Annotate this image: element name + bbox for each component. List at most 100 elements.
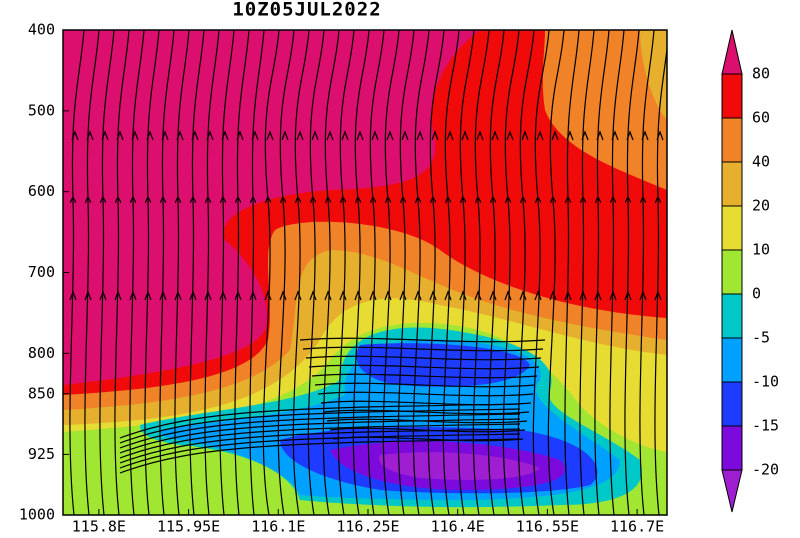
streamline [594,30,610,515]
streamline-arrow [369,290,377,301]
colorbar-label: 10 [752,241,770,259]
colorbar-label: 20 [752,197,770,215]
streamline-arrow [221,130,229,141]
streamline-arrow [326,130,334,141]
streamline-arrow [579,290,587,301]
streamline-arrow [176,130,184,141]
streamline [119,408,521,444]
streamline [99,30,115,515]
streamline [317,391,534,397]
streamline-arrow [624,290,632,301]
streamline-arrow [204,290,212,301]
streamline-arrow [534,290,542,301]
x-tick-label: 116.7E [610,518,664,536]
colorbar-label: 80 [752,65,770,83]
streamline-arrow [581,130,589,141]
streamline [311,373,538,379]
streamline [564,30,580,515]
streamline-arrow [506,130,514,141]
streamline [308,364,540,370]
colorbar-box [721,381,743,427]
streamline [119,418,521,454]
streamlines [69,30,667,515]
colorbar-triangle [721,469,743,513]
streamline-arrow [354,290,362,301]
streamline-arrow [446,130,454,141]
streamline [119,423,521,459]
streamline-arrow [281,130,289,141]
streamline-arrow [144,290,152,301]
streamline-arrow [551,130,559,141]
streamline [144,30,160,515]
streamline-arrow [611,130,619,141]
colorbar-label: 60 [752,109,770,127]
colorbar-box [721,73,743,119]
streamline-arrow [536,130,544,141]
streamline-arrow [641,130,649,141]
streamline [314,382,536,388]
colorbar-label: -10 [752,373,779,391]
contour-field [63,30,667,515]
colorbar-label: -20 [752,461,779,479]
y-tick-label: 800 [28,344,55,362]
streamline [292,30,310,515]
streamline-arrow [311,130,319,141]
streamline-arrow [399,290,407,301]
streamline-arrow [99,290,107,301]
colorbar-triangle [721,29,743,75]
streamline [532,30,550,515]
streamline [305,355,542,361]
streamline-arrow [219,290,227,301]
streamline [119,403,521,439]
streamline-arrow [401,130,409,141]
streamline-arrow [429,290,437,301]
y-tick-label: 700 [28,263,55,281]
streamline-arrow [84,290,92,301]
streamline [382,30,400,515]
streamline-arrow [324,290,332,301]
streamline-arrow [461,130,469,141]
streamline [119,433,521,469]
colorbar-box [721,117,743,163]
streamline [547,30,565,515]
colorbar-label: 0 [752,285,761,303]
streamline-arrow [129,290,137,301]
streamline-arrow [431,130,439,141]
x-tick-label: 116.55E [516,518,579,536]
streamline-arrow [174,290,182,301]
colorbar-box [721,205,743,251]
colorbar-box [721,161,743,207]
streamline-arrow [384,290,392,301]
streamline [299,337,546,343]
streamline-arrow [474,290,482,301]
streamline [654,44,667,515]
y-tick-label: 925 [28,445,55,463]
streamline [119,438,521,474]
streamline [302,346,544,352]
streamline [129,30,145,515]
streamline [307,30,325,515]
colorbar-box [721,425,743,471]
streamline-arrow [159,290,167,301]
colorbar-label: 40 [752,153,770,171]
streamline-arrow [116,130,124,141]
streamline-arrow [444,290,452,301]
streamline-arrow [596,130,604,141]
streamline [174,30,190,515]
y-tick-label: 850 [28,384,55,402]
streamline-arrow [296,130,304,141]
streamline-arrow [86,130,94,141]
streamline-arrow [609,290,617,301]
streamline [624,30,640,515]
x-tick-label: 115.8E [72,518,126,536]
streamline-arrow [521,130,529,141]
streamline [189,30,205,515]
colorbar-box [721,249,743,295]
streamline-arrow [654,290,662,301]
x-tick-label: 116.1E [251,518,305,536]
x-tick-label: 116.4E [431,518,485,536]
streamline-arrow [549,290,557,301]
streamline-arrow [294,290,302,301]
streamline-arrow [71,130,79,141]
